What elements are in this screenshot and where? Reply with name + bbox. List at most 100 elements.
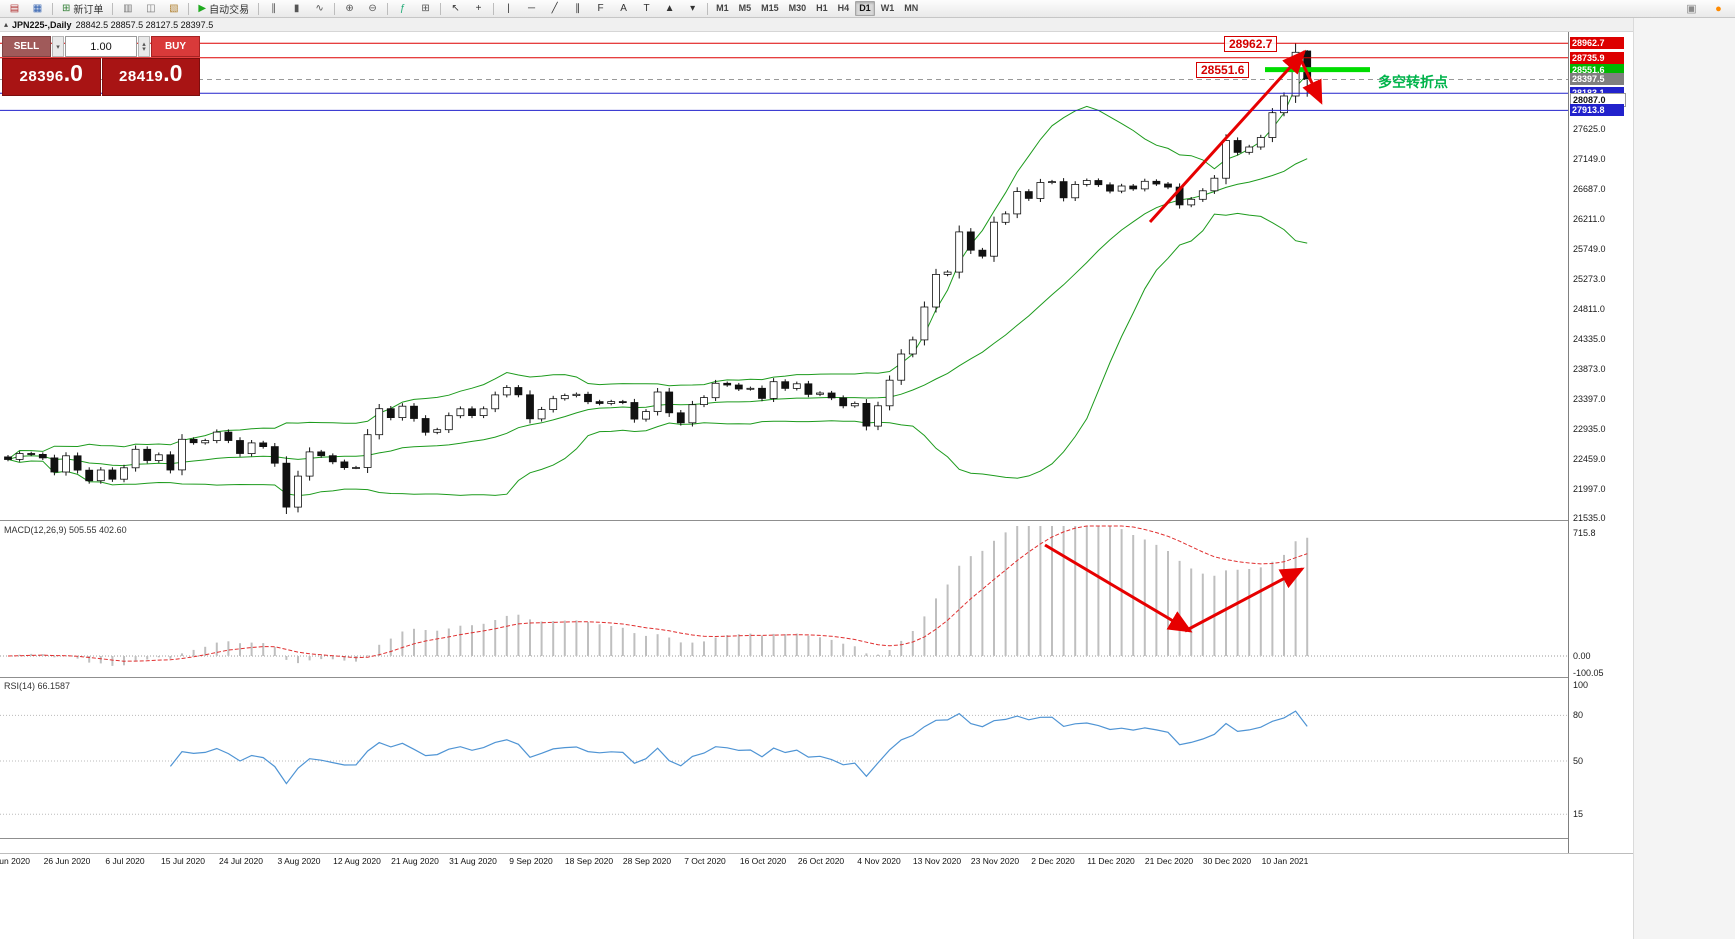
candle-body	[1106, 184, 1114, 192]
history-center-icon-glyph: ▥	[123, 2, 133, 14]
buy-price-display[interactable]: 28419 .0	[101, 58, 200, 96]
candle-body	[398, 405, 407, 419]
new-chart-icon[interactable]: ▤	[3, 0, 26, 17]
trend-arrow-object[interactable]	[1297, 55, 1323, 105]
candle-body	[15, 453, 24, 460]
buy-price-pips: .0	[163, 60, 183, 86]
timeframe-H4[interactable]: H4	[837, 3, 850, 13]
zoom-out-icon[interactable]: ⊖	[361, 0, 384, 17]
main-chart[interactable]	[0, 32, 1568, 520]
date-label: 10 Jan 2021	[1261, 856, 1309, 866]
equidistant-channel-icon[interactable]: ∥	[566, 0, 589, 17]
fibonacci-icon[interactable]: F	[589, 0, 612, 17]
text-icon[interactable]: A	[612, 0, 635, 17]
rsi-panel[interactable]	[0, 679, 1568, 838]
timeframe-D1[interactable]: D1	[855, 1, 875, 16]
sell-price-display[interactable]: 28396 .0	[2, 58, 101, 96]
indicators-icon[interactable]: ƒ	[391, 0, 414, 17]
chart-profiles-icon-glyph: ▦	[32, 2, 43, 14]
toolbar-separator	[493, 2, 495, 15]
support-price-note[interactable]: 28551.6	[1196, 62, 1250, 78]
history-center-icon[interactable]: ▥	[116, 0, 139, 17]
timeframe-M30[interactable]: M30	[788, 3, 807, 13]
toolbar-right: ▣ ●	[1680, 0, 1732, 17]
candle-body	[1059, 181, 1068, 199]
new-order-button[interactable]: ⊞ 新订单	[56, 0, 109, 17]
timeframe-MN[interactable]: MN	[904, 3, 919, 13]
candle-body	[270, 446, 279, 464]
timeframe-M5[interactable]: M5	[738, 3, 752, 13]
candle-body	[549, 398, 558, 411]
price-tag: 27913.8	[1570, 104, 1624, 116]
turning-point-text[interactable]: 多空转折点	[1378, 74, 1448, 90]
mail-icon[interactable]: ▣	[1686, 3, 1697, 15]
tile-windows-icon[interactable]: ⊞	[414, 0, 437, 17]
candle-body	[734, 384, 743, 390]
date-label: 23 Nov 2020	[970, 856, 1020, 866]
candle-body	[711, 382, 720, 399]
global-variables-icon[interactable]: ◫	[139, 0, 162, 17]
arrows-icon[interactable]: ▲	[658, 0, 681, 17]
cursor-icon[interactable]: ↖	[444, 0, 467, 17]
autotrading-button[interactable]: ▶ 自动交易	[192, 0, 255, 17]
date-label: 3 Aug 2020	[277, 856, 321, 866]
horizontal-line-icon[interactable]: ─	[520, 0, 543, 17]
panel-splitter[interactable]	[0, 520, 1633, 521]
buy-button[interactable]: BUY	[151, 36, 200, 57]
bar-chart-icon[interactable]: ∥	[262, 0, 285, 17]
candle-body	[1187, 198, 1196, 206]
metaeditor-icon[interactable]: ▧	[162, 0, 185, 17]
peak-price-note[interactable]: 28962.7	[1224, 36, 1278, 52]
global-variables-icon-glyph: ◫	[146, 2, 156, 14]
candle-body	[862, 402, 871, 427]
candle-body	[247, 442, 256, 454]
buy-price-main: 28419	[119, 68, 164, 85]
candle-body	[282, 462, 291, 508]
volume-input[interactable]: 1.00	[65, 36, 137, 57]
macd-panel[interactable]	[0, 523, 1568, 677]
candle-body	[676, 412, 685, 424]
date-label: 13 Nov 2020	[912, 856, 962, 866]
price-tag: 28735.9	[1570, 52, 1624, 64]
date-axis[interactable]: 7 Jun 2020 26 Jun 2020 6 Jul 2020 15 Jul 20…	[0, 854, 1633, 870]
timeframe-H1[interactable]: H1	[816, 3, 828, 13]
chart-icon: ▴	[4, 20, 9, 29]
candle-body	[491, 394, 500, 410]
line-chart-icon[interactable]: ∿	[308, 0, 331, 17]
trend-arrow-object[interactable]	[1184, 567, 1305, 633]
price-axis[interactable]: 27625.0 27149.0 26687.0 26211.0 25749.0 25273…	[1568, 32, 1633, 853]
panel-splitter[interactable]	[0, 677, 1633, 678]
trend-arrow-object[interactable]	[1148, 49, 1307, 224]
candle-body	[514, 387, 523, 396]
sell-dropdown-icon[interactable]: ▾	[52, 36, 64, 57]
price-scale-label: 27149.0	[1573, 154, 1606, 164]
date-label: 2 Dec 2020	[1031, 856, 1075, 866]
zoom-in-icon[interactable]: ⊕	[338, 0, 361, 17]
timeframe-M1[interactable]: M1	[716, 3, 729, 13]
timeframe-M15[interactable]: M15	[761, 3, 779, 13]
crosshair-icon-glyph: +	[475, 2, 482, 14]
price-scale-label: 26211.0	[1573, 214, 1605, 224]
trend-arrow-object[interactable]	[1044, 543, 1193, 633]
shapes-dropdown-icon[interactable]: ▾	[681, 0, 704, 17]
candle-body	[827, 392, 836, 399]
arrows-icon-glyph: ▲	[664, 2, 675, 14]
sell-button[interactable]: SELL	[2, 36, 51, 57]
volume-stepper[interactable]: ▴ ▾	[138, 36, 150, 57]
text-label-icon[interactable]: T	[635, 0, 658, 17]
candle-body	[224, 431, 233, 441]
timeframe-W1[interactable]: W1	[880, 3, 895, 13]
vertical-line-icon[interactable]: |	[497, 0, 520, 17]
macd-scale-label: 715.8	[1573, 528, 1596, 538]
candle-body	[560, 395, 569, 400]
crosshair-icon[interactable]: +	[467, 0, 490, 17]
autotrading-button-label: 自动交易	[209, 5, 250, 16]
trendline-icon[interactable]: ╱	[543, 0, 566, 17]
status-dot-icon[interactable]: ●	[1715, 2, 1722, 15]
date-label: 7 Oct 2020	[684, 856, 726, 866]
chart-profiles-icon[interactable]: ▦	[26, 0, 49, 17]
date-label: 4 Nov 2020	[857, 856, 901, 866]
candle-body	[723, 382, 732, 386]
candle-body	[375, 408, 384, 436]
candlestick-chart-icon[interactable]: ▮	[285, 0, 308, 17]
